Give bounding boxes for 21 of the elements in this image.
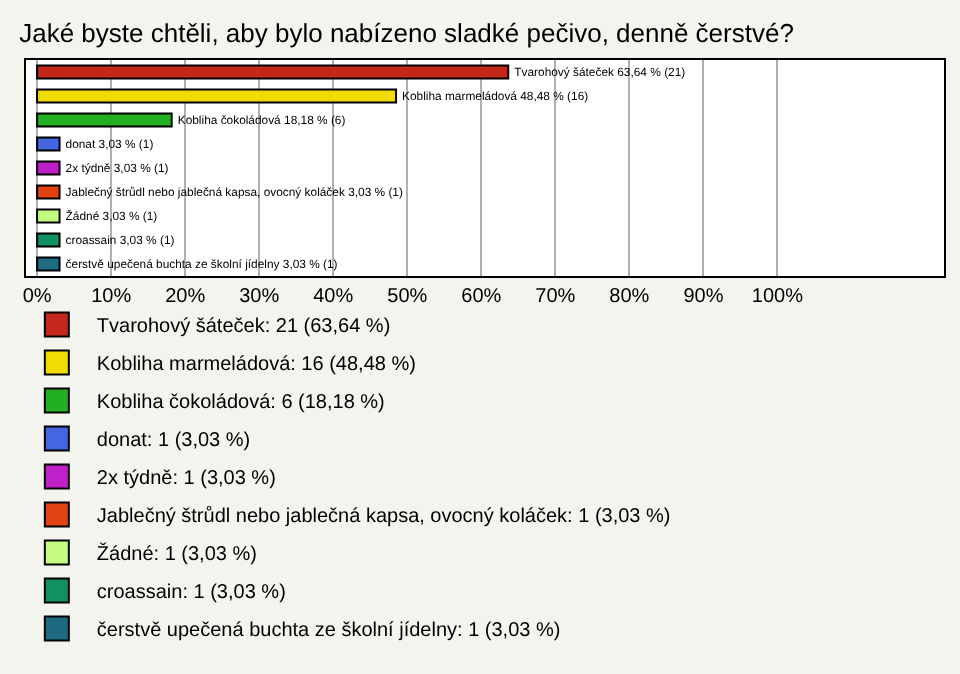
legend-label: Kobliha marmeládová: 16 (48,48 %) bbox=[96, 354, 416, 377]
x-tick-label: 50% bbox=[387, 286, 428, 308]
legend-label: 2x týdně: 1 (3,03 %) bbox=[96, 468, 276, 491]
x-tick-label: 60% bbox=[461, 286, 502, 308]
legend-label: čerstvě upečená buchta ze školní jídelny: 1 (3,03 %) bbox=[96, 620, 561, 643]
x-tick-label: 70% bbox=[535, 286, 576, 308]
chart-title: Jaké byste chtěli, aby bylo nabízeno sladké pečivo, denně čerstvé? bbox=[19, 17, 794, 48]
legend-label: Jablečný štrůdl nebo jablečná kapsa, ovocný koláček: 1 (3,03 %) bbox=[96, 504, 671, 529]
x-tick-label: 30% bbox=[239, 286, 280, 308]
legend-label: Kobliha čokoládová: 6 (18,18 %) bbox=[96, 392, 385, 415]
x-tick-label: 20% bbox=[165, 286, 206, 308]
x-tick-label: 10% bbox=[91, 286, 132, 308]
x-tick-label: 80% bbox=[609, 286, 650, 308]
x-tick-label: 40% bbox=[313, 286, 354, 308]
legend-label: Žádné: 1 (3,03 %) bbox=[96, 542, 257, 567]
x-tick-label: 0% bbox=[22, 286, 52, 308]
legend-label: croassain: 1 (3,03 %) bbox=[96, 582, 286, 605]
legend-label: Tvarohový šáteček: 21 (63,64 %) bbox=[96, 316, 391, 339]
legend-label: donat: 1 (3,03 %) bbox=[96, 430, 251, 453]
x-tick-label: 90% bbox=[683, 286, 724, 308]
x-tick-label: 100% bbox=[751, 286, 804, 308]
